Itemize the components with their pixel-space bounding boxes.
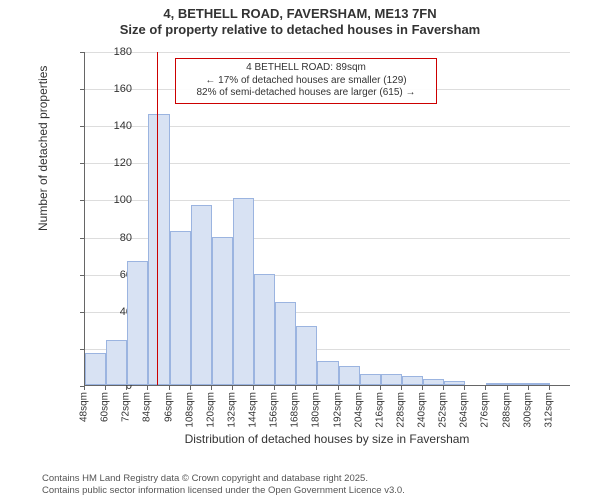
attribution-footer: Contains HM Land Registry data © Crown c… bbox=[42, 473, 405, 496]
chart-container: Number of detached properties 4 BETHELL … bbox=[40, 48, 580, 428]
x-tick-label: 228sqm bbox=[395, 392, 406, 428]
x-tick-mark bbox=[528, 386, 529, 390]
x-tick-label: 144sqm bbox=[248, 392, 259, 428]
annotation-box: 4 BETHELL ROAD: 89sqm ← 17% of detached … bbox=[175, 58, 437, 104]
x-tick-mark bbox=[190, 386, 191, 390]
x-tick-mark bbox=[169, 386, 170, 390]
y-tick-mark bbox=[80, 275, 84, 276]
x-tick-label: 300sqm bbox=[522, 392, 533, 428]
x-tick-label: 276sqm bbox=[480, 392, 491, 428]
histogram-bar bbox=[296, 326, 317, 385]
x-tick-label: 96sqm bbox=[163, 392, 174, 422]
histogram-bar bbox=[233, 198, 254, 385]
x-tick-mark bbox=[232, 386, 233, 390]
histogram-bar bbox=[360, 374, 381, 385]
y-axis-label: Number of detached properties bbox=[36, 66, 50, 231]
histogram-bar bbox=[486, 383, 507, 385]
x-tick-label: 132sqm bbox=[226, 392, 237, 428]
histogram-bar bbox=[170, 231, 191, 385]
x-tick-label: 252sqm bbox=[438, 392, 449, 428]
y-tick-mark bbox=[80, 126, 84, 127]
x-tick-label: 168sqm bbox=[290, 392, 301, 428]
x-tick-mark bbox=[338, 386, 339, 390]
histogram-bar bbox=[212, 237, 233, 385]
plot-area: 4 BETHELL ROAD: 89sqm ← 17% of detached … bbox=[84, 52, 570, 386]
histogram-bar bbox=[254, 274, 275, 385]
x-tick-mark bbox=[105, 386, 106, 390]
footer-line-1: Contains HM Land Registry data © Crown c… bbox=[42, 473, 405, 484]
x-tick-mark bbox=[549, 386, 550, 390]
x-tick-mark bbox=[295, 386, 296, 390]
x-axis-label: Distribution of detached houses by size … bbox=[84, 432, 570, 446]
histogram-bar bbox=[127, 261, 148, 385]
y-tick-mark bbox=[80, 200, 84, 201]
histogram-bar bbox=[106, 340, 127, 385]
x-tick-label: 240sqm bbox=[417, 392, 428, 428]
x-tick-mark bbox=[126, 386, 127, 390]
y-tick-mark bbox=[80, 238, 84, 239]
x-tick-label: 288sqm bbox=[501, 392, 512, 428]
y-tick-mark bbox=[80, 52, 84, 53]
x-tick-mark bbox=[401, 386, 402, 390]
annotation-line-1: 4 BETHELL ROAD: 89sqm bbox=[182, 62, 430, 75]
x-tick-label: 264sqm bbox=[459, 392, 470, 428]
x-tick-label: 216sqm bbox=[374, 392, 385, 428]
x-tick-mark bbox=[84, 386, 85, 390]
chart-title: 4, BETHELL ROAD, FAVERSHAM, ME13 7FN bbox=[0, 6, 600, 21]
property-marker-line bbox=[157, 52, 158, 385]
histogram-bar bbox=[508, 383, 529, 385]
annotation-line-2: ← 17% of detached houses are smaller (12… bbox=[182, 75, 430, 88]
x-tick-label: 204sqm bbox=[353, 392, 364, 428]
x-tick-mark bbox=[422, 386, 423, 390]
histogram-bar bbox=[444, 381, 465, 385]
histogram-bar bbox=[85, 353, 106, 385]
x-tick-label: 120sqm bbox=[205, 392, 216, 428]
x-tick-mark bbox=[316, 386, 317, 390]
x-tick-mark bbox=[380, 386, 381, 390]
x-tick-label: 312sqm bbox=[543, 392, 554, 428]
histogram-bar bbox=[317, 361, 338, 385]
x-tick-mark bbox=[274, 386, 275, 390]
histogram-bar bbox=[339, 366, 360, 385]
y-tick-mark bbox=[80, 349, 84, 350]
x-tick-label: 72sqm bbox=[121, 392, 132, 422]
x-tick-label: 48sqm bbox=[79, 392, 90, 422]
x-tick-mark bbox=[443, 386, 444, 390]
y-tick-mark bbox=[80, 89, 84, 90]
x-tick-mark bbox=[147, 386, 148, 390]
histogram-bar bbox=[381, 374, 402, 385]
histogram-bar bbox=[275, 302, 296, 386]
histogram-bar bbox=[529, 383, 550, 385]
y-tick-mark bbox=[80, 312, 84, 313]
chart-subtitle: Size of property relative to detached ho… bbox=[0, 22, 600, 37]
histogram-bar bbox=[423, 379, 444, 385]
histogram-bar bbox=[191, 205, 212, 385]
x-tick-mark bbox=[507, 386, 508, 390]
histogram-bar bbox=[402, 376, 423, 385]
x-tick-label: 192sqm bbox=[332, 392, 343, 428]
annotation-line-3: 82% of semi-detached houses are larger (… bbox=[182, 87, 430, 100]
x-tick-label: 108sqm bbox=[184, 392, 195, 428]
x-tick-label: 84sqm bbox=[142, 392, 153, 422]
footer-line-2: Contains public sector information licen… bbox=[42, 485, 405, 496]
y-tick-mark bbox=[80, 163, 84, 164]
x-tick-mark bbox=[359, 386, 360, 390]
x-tick-label: 60sqm bbox=[100, 392, 111, 422]
x-tick-mark bbox=[485, 386, 486, 390]
x-tick-mark bbox=[211, 386, 212, 390]
histogram-bar bbox=[148, 114, 169, 385]
x-tick-label: 180sqm bbox=[311, 392, 322, 428]
x-tick-mark bbox=[253, 386, 254, 390]
x-tick-label: 156sqm bbox=[269, 392, 280, 428]
x-tick-mark bbox=[464, 386, 465, 390]
